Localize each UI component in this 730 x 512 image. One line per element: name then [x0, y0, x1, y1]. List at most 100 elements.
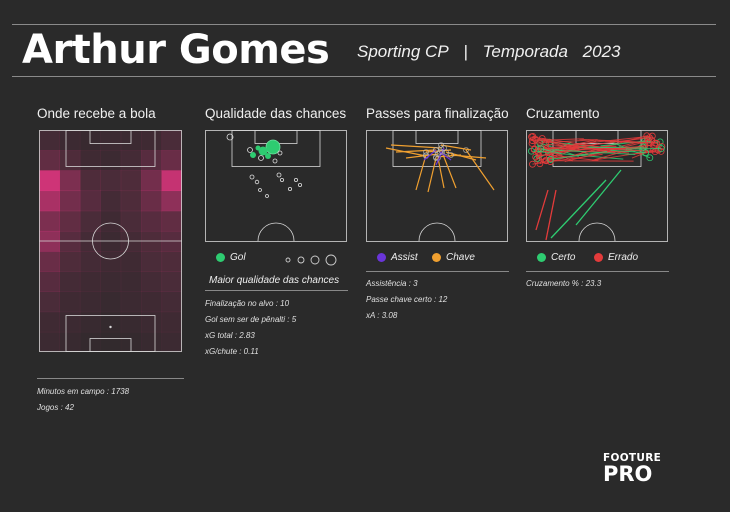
heatmap-cell — [59, 251, 81, 272]
logo-line1: FOOTURE — [603, 452, 662, 464]
stat-games: Jogos : 42 — [37, 403, 74, 412]
shot-markers — [226, 133, 303, 198]
heatmap-cell — [79, 170, 101, 192]
goal-marker — [250, 152, 256, 158]
heatmap-cell — [59, 150, 81, 171]
cross-wrong-line — [579, 138, 649, 143]
shot-marker — [288, 187, 293, 192]
key-pass-line — [385, 147, 427, 157]
heatmap-cell — [120, 311, 142, 333]
header-divider — [12, 76, 716, 77]
heatmap-cell — [39, 210, 60, 232]
center-arc — [257, 222, 295, 242]
shot-marker — [276, 172, 282, 178]
key-pass-line — [390, 144, 442, 149]
heatmap-cell — [39, 331, 60, 352]
goal-area — [415, 130, 459, 144]
passes-divider — [366, 271, 509, 272]
penalty-spot — [109, 325, 112, 329]
stat-cross-pct: Cruzamento % : 23.3 — [526, 279, 602, 288]
heatmap-cell — [120, 271, 142, 292]
receives-divider — [37, 378, 184, 379]
cross-origin-marker — [651, 141, 658, 149]
shot-marker — [247, 147, 253, 153]
goal-marker — [265, 153, 271, 159]
cross-origin-marker — [528, 133, 535, 141]
top-goal-area — [89, 130, 132, 144]
pass-end-marker — [437, 149, 443, 155]
heatmap-cell — [79, 210, 101, 232]
cross-wrong-line — [534, 143, 585, 150]
heatmap-cell — [161, 130, 182, 151]
cross-origin-marker — [531, 135, 539, 143]
heatmap-cell — [59, 271, 81, 292]
center-arc — [578, 222, 616, 242]
shots-pitch — [205, 130, 347, 242]
cross-origin-marker — [542, 157, 549, 164]
cross-origin-marker — [535, 147, 542, 155]
key-pass-legend-label: Chave — [446, 252, 475, 263]
heatmap-cell — [79, 190, 101, 212]
cross-wrong-line — [537, 144, 574, 162]
cross-origin-marker — [530, 146, 538, 153]
season-label: Temporada — [482, 42, 568, 61]
cross-origin-marker — [535, 156, 543, 164]
key-pass-line — [427, 157, 437, 193]
correct-legend: Certo — [537, 252, 575, 263]
wrong-legend-label: Errado — [608, 252, 639, 263]
assist-legend: Assist — [377, 252, 418, 263]
cross-wrong-line — [586, 144, 655, 153]
cross-wrong-line — [535, 143, 599, 158]
cross-wrong-line — [548, 154, 599, 162]
key-pass-line — [437, 157, 445, 189]
heatmap-cell — [100, 210, 122, 232]
heatmap-cell — [161, 150, 182, 171]
shot-marker — [280, 178, 285, 183]
cross-wrong-line — [535, 189, 549, 231]
heatmap-cell — [59, 170, 81, 192]
heatmap-cell — [39, 291, 60, 313]
shot-marker — [277, 150, 283, 156]
heatmap-cell — [100, 190, 122, 212]
cross-lines — [528, 132, 666, 241]
size-scale — [285, 254, 337, 266]
heatmap-cell — [79, 150, 101, 171]
pitch-outline — [366, 130, 508, 242]
heatmap-cell — [161, 210, 182, 232]
heatmap-cell — [79, 291, 101, 313]
section-title-receives: Onde recebe a bola — [37, 106, 156, 121]
cross-correct-line — [610, 149, 646, 154]
pass-end-marker — [423, 152, 429, 158]
shot-marker — [254, 179, 260, 185]
heatmap-cell — [79, 251, 101, 272]
center-circle — [92, 222, 129, 260]
season-year: 2023 — [582, 42, 621, 61]
cross-correct-line — [540, 148, 562, 154]
heatmap-cell — [120, 150, 142, 171]
stat-xg-per-shot: xG/chute : 0.11 — [205, 347, 259, 356]
stat-shots-on-target: Finalização no alvo : 10 — [205, 299, 290, 308]
heatmap-cell — [79, 311, 101, 333]
section-title-chances: Qualidade das chances — [205, 106, 347, 121]
assist-legend-dot — [377, 253, 386, 262]
bottom-goal-area — [89, 338, 132, 352]
cross-origin-marker — [654, 146, 662, 154]
heatmap-cell — [59, 190, 81, 212]
goal-legend: Gol — [216, 252, 246, 263]
key-pass-line — [450, 154, 487, 159]
logo-line2: PRO — [603, 462, 653, 486]
key-pass-legend-dot — [432, 253, 441, 262]
section-title-crosses: Cruzamento — [526, 106, 600, 121]
shot-marker — [226, 133, 234, 141]
heatmap-cell — [100, 271, 122, 292]
heatmap-cell — [161, 251, 182, 272]
heatmap-cell — [141, 311, 163, 333]
player-name: Arthur Gomes — [22, 27, 330, 73]
center-arc — [418, 222, 456, 242]
shot-marker — [258, 188, 262, 192]
quality-legend: Maior qualidade das chances — [209, 275, 340, 286]
key-pass-line — [405, 153, 439, 159]
heatmap-cell — [141, 271, 163, 292]
heatmap-cell — [59, 331, 81, 352]
heatmap-cell — [141, 210, 163, 232]
